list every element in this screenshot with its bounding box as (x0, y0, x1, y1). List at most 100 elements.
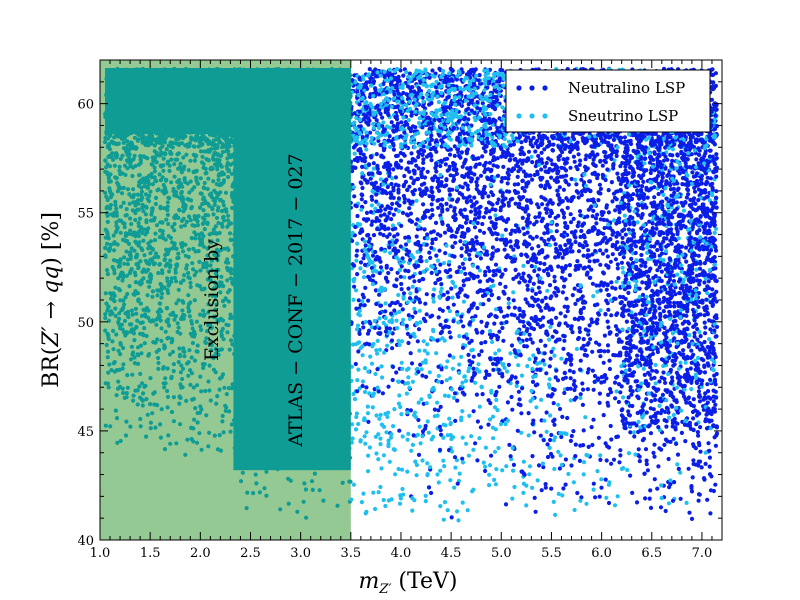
sneutrino-point (124, 238, 130, 244)
sneutrino-point (148, 251, 153, 256)
sneutrino-point (533, 264, 538, 270)
sneutrino-point (165, 204, 170, 209)
sneutrino-point (163, 376, 168, 381)
sneutrino-point (128, 424, 133, 429)
neutralino-point (530, 454, 535, 459)
sneutrino-point (124, 391, 129, 396)
sneutrino-point (358, 439, 363, 444)
neutralino-point (102, 139, 108, 145)
neutralino-point (439, 282, 444, 287)
neutralino-point (465, 183, 470, 188)
neutralino-point (557, 466, 563, 471)
sneutrino-point (422, 348, 427, 353)
neutralino-point (554, 222, 560, 227)
sneutrino-point (379, 466, 384, 471)
sneutrino-point (553, 512, 558, 518)
sneutrino-point (192, 417, 197, 422)
neutralino-point (519, 411, 524, 416)
neutralino-point (400, 256, 405, 261)
sneutrino-point (174, 301, 179, 306)
sneutrino-point (166, 283, 171, 288)
neutralino-point (542, 164, 548, 169)
neutralino-point (399, 165, 404, 170)
neutralino-point (689, 516, 695, 522)
sneutrino-point (131, 292, 136, 297)
sneutrino-point (409, 448, 414, 453)
neutralino-point (365, 233, 370, 238)
sneutrino-point (133, 203, 138, 208)
sneutrino-point (141, 209, 146, 214)
neutralino-point (679, 266, 684, 271)
sneutrino-point (112, 248, 117, 253)
neutralino-point (396, 196, 402, 201)
neutralino-point (575, 298, 580, 303)
neutralino-point (538, 175, 543, 180)
sneutrino-point (310, 487, 315, 492)
neutralino-point (713, 443, 719, 448)
neutralino-point (530, 303, 535, 308)
sneutrino-point (182, 354, 187, 359)
sneutrino-point (397, 309, 402, 314)
neutralino-point (574, 182, 579, 187)
neutralino-point (219, 274, 224, 279)
neutralino-point (568, 438, 574, 443)
neutralino-point (552, 329, 558, 334)
sneutrino-point (376, 490, 381, 495)
neutralino-point (604, 287, 609, 292)
neutralino-point (500, 272, 505, 277)
sneutrino-point (177, 401, 182, 406)
neutralino-point (485, 278, 490, 283)
neutralino-point (607, 366, 613, 372)
sneutrino-point (408, 291, 413, 296)
sneutrino-point (539, 397, 544, 402)
sneutrino-point (221, 284, 226, 289)
sneutrino-point (211, 153, 216, 158)
sneutrino-point (121, 362, 126, 367)
sneutrino-point (405, 410, 410, 415)
sneutrino-point (607, 480, 612, 485)
neutralino-point (668, 295, 674, 301)
sneutrino-point (171, 369, 176, 374)
sneutrino-point (367, 445, 372, 450)
sneutrino-point (529, 154, 534, 159)
neutralino-point (365, 179, 370, 184)
sneutrino-point (558, 453, 563, 458)
neutralino-point (535, 322, 540, 327)
sneutrino-point (459, 354, 464, 359)
neutralino-point (400, 307, 405, 312)
neutralino-point (389, 267, 394, 272)
sneutrino-point (496, 445, 501, 451)
neutralino-point (398, 68, 403, 73)
neutralino-point (486, 194, 491, 199)
neutralino-point (697, 152, 702, 157)
sneutrino-point (156, 360, 161, 366)
sneutrino-point (473, 380, 478, 385)
neutralino-point (499, 179, 504, 184)
neutralino-point (444, 178, 449, 183)
sneutrino-point (455, 312, 460, 317)
sneutrino-point (188, 284, 193, 290)
neutralino-point (604, 248, 609, 253)
neutralino-point (594, 340, 599, 345)
neutralino-point (641, 179, 646, 184)
sneutrino-point (222, 385, 227, 390)
sneutrino-point (180, 308, 185, 313)
neutralino-point (438, 428, 443, 433)
neutralino-point (412, 279, 417, 284)
neutralino-point (557, 406, 563, 412)
sneutrino-point (213, 271, 218, 276)
sneutrino-point (155, 309, 160, 314)
sneutrino-point (133, 234, 138, 239)
sneutrino-point (467, 413, 472, 418)
neutralino-point (490, 245, 495, 250)
neutralino-point (433, 236, 438, 242)
neutralino-point (600, 251, 606, 256)
sneutrino-point (176, 251, 181, 256)
neutralino-point (637, 459, 642, 464)
neutralino-point (591, 481, 596, 486)
neutralino-point (167, 168, 172, 173)
sneutrino-point (181, 249, 186, 254)
sneutrino-point (548, 229, 554, 234)
sneutrino-point (125, 257, 130, 262)
neutralino-point (391, 123, 396, 129)
